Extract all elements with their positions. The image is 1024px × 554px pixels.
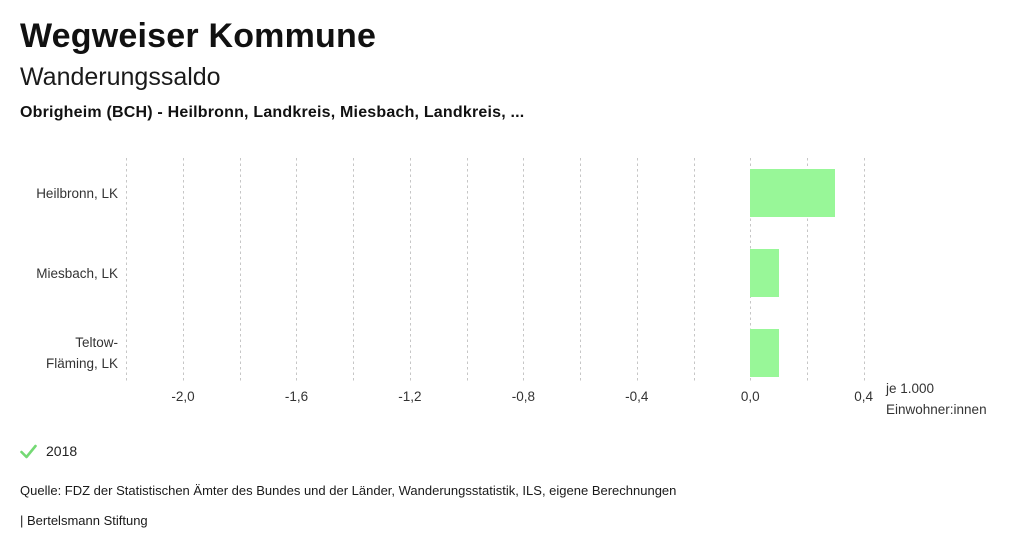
bar[interactable] [750, 329, 779, 377]
gridline [466, 158, 468, 382]
x-axis-unit-label: je 1.000 Einwohner:innen [886, 378, 987, 420]
page-title: Wegweiser Kommune [20, 17, 377, 55]
gridline [863, 158, 865, 382]
legend: 2018 [20, 441, 77, 461]
chart-title: Wanderungssaldo [20, 63, 221, 91]
y-axis-labels: Heilbronn, LK Miesbach, LK Teltow-Fläming,… [20, 157, 118, 382]
gridline [636, 158, 638, 382]
x-tick-label: -1,2 [398, 389, 422, 404]
source-text: Quelle: FDZ der Statistischen Ämter des … [20, 483, 677, 498]
category-label: Heilbronn, LK [36, 185, 118, 201]
gridline [806, 158, 808, 382]
gridline [296, 158, 298, 382]
gridline [693, 158, 695, 382]
plot-area: -2,0 -1,6 -1,2 -0,8 -0,4 0,0 0,4 [115, 157, 875, 404]
legend-item-2018[interactable]: 2018 [20, 441, 77, 461]
x-axis-unit-line2: Einwohner:innen [886, 402, 987, 417]
x-axis-unit-line1: je 1.000 [886, 381, 935, 396]
gridline [353, 158, 355, 382]
bar[interactable] [750, 169, 836, 217]
x-tick-label: -1,6 [284, 389, 309, 404]
legend-label: 2018 [46, 443, 78, 459]
category-label: Teltow-Fläming, LK [45, 335, 118, 371]
x-tick-label: 0,4 [854, 389, 874, 404]
x-tick-label: -0,4 [625, 389, 649, 404]
gridline [580, 158, 582, 382]
gridline [523, 158, 525, 382]
gridline [126, 158, 128, 382]
gridline [409, 158, 411, 382]
bar[interactable] [750, 249, 779, 297]
x-tick-label: -0,8 [511, 389, 535, 404]
x-tick-label: 0,0 [740, 389, 760, 404]
gridline [239, 158, 241, 382]
attribution-text: | Bertelsmann Stiftung [20, 513, 148, 528]
category-label: Miesbach, LK [36, 265, 118, 281]
chart-subtitle: Obrigheim (BCH) - Heilbronn, Landkreis, … [20, 104, 525, 121]
x-tick-label: -2,0 [171, 389, 195, 404]
check-icon [20, 444, 37, 458]
bar-chart: Heilbronn, LK Miesbach, LK Teltow-Fläming,… [20, 157, 875, 404]
gridline [183, 158, 185, 382]
